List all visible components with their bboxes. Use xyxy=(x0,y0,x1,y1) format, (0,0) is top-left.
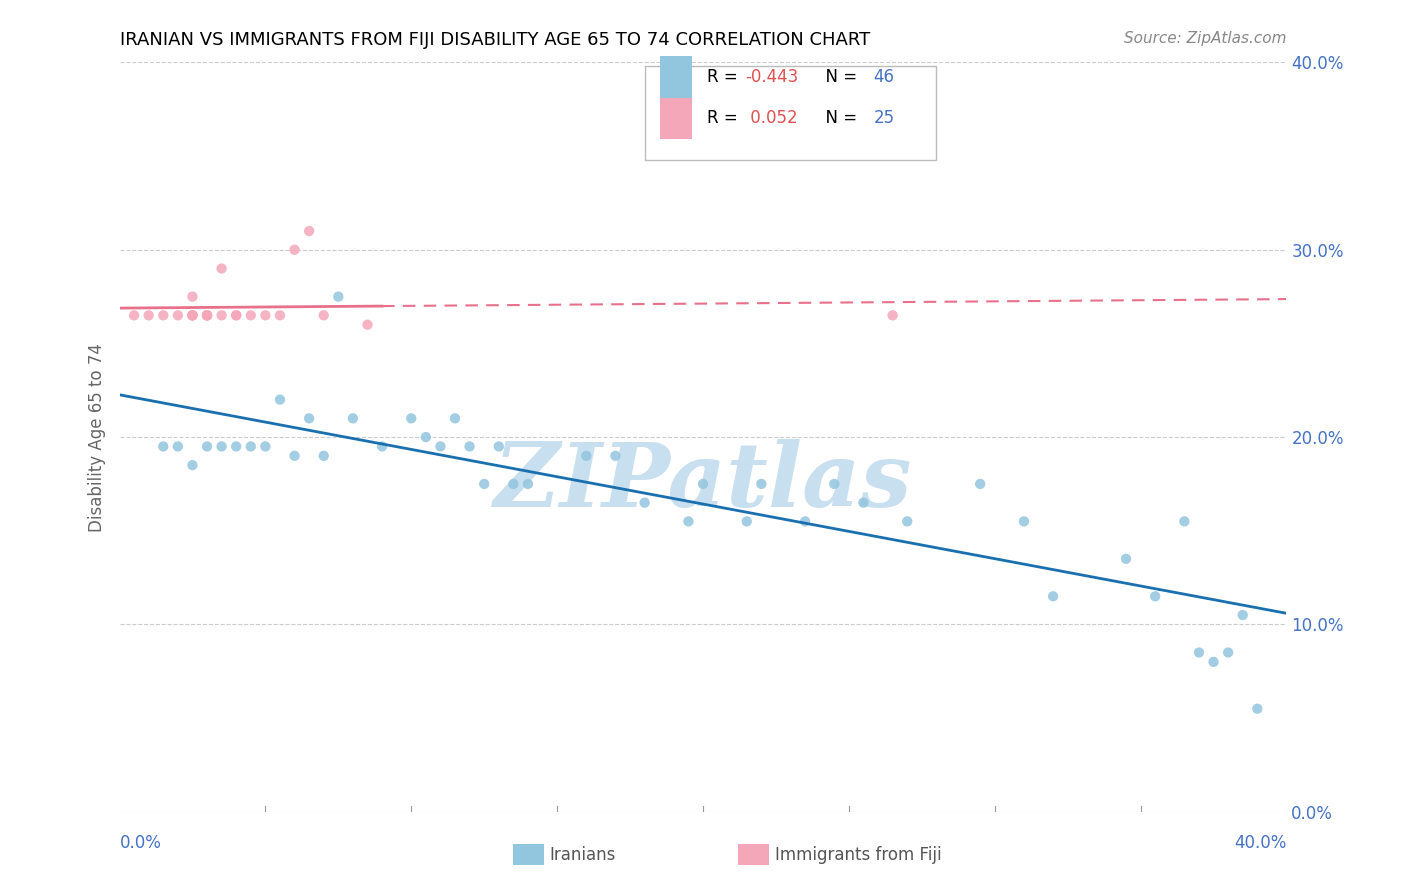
Text: 0.0%: 0.0% xyxy=(120,834,162,852)
Point xyxy=(254,308,277,322)
Point xyxy=(122,308,145,322)
Point xyxy=(225,440,247,453)
Point xyxy=(181,458,204,473)
Point xyxy=(181,289,204,303)
Point xyxy=(605,449,627,463)
Point xyxy=(488,440,510,453)
Point xyxy=(269,392,291,407)
Point xyxy=(211,261,233,276)
Point xyxy=(356,318,378,332)
Point xyxy=(283,243,307,257)
Point xyxy=(195,308,218,322)
Point xyxy=(415,430,437,444)
Point xyxy=(794,514,817,528)
Point xyxy=(1173,514,1195,528)
Point xyxy=(429,440,451,453)
Point xyxy=(211,308,233,322)
Point xyxy=(575,449,598,463)
Point xyxy=(181,308,204,322)
Point xyxy=(312,308,335,322)
Text: N =: N = xyxy=(815,68,862,86)
Point xyxy=(823,476,845,491)
Point xyxy=(692,476,714,491)
Text: R =: R = xyxy=(706,109,742,128)
Text: Source: ZipAtlas.com: Source: ZipAtlas.com xyxy=(1123,31,1286,46)
Point xyxy=(181,308,204,322)
Point xyxy=(678,514,700,528)
Text: 0.052: 0.052 xyxy=(745,109,797,128)
Point xyxy=(472,476,495,491)
Point xyxy=(458,440,481,453)
Point xyxy=(751,476,773,491)
Point xyxy=(138,308,160,322)
Point xyxy=(328,289,350,303)
Y-axis label: Disability Age 65 to 74: Disability Age 65 to 74 xyxy=(89,343,107,532)
Point xyxy=(254,440,277,453)
Point xyxy=(181,308,204,322)
Point xyxy=(371,440,394,453)
Point xyxy=(1188,646,1211,660)
Point xyxy=(283,449,307,463)
Text: -0.443: -0.443 xyxy=(745,68,799,86)
Point xyxy=(1246,701,1268,715)
FancyBboxPatch shape xyxy=(645,66,936,160)
Point xyxy=(342,411,364,425)
Point xyxy=(152,308,174,322)
Text: R =: R = xyxy=(706,68,742,86)
Point xyxy=(211,440,233,453)
Point xyxy=(181,308,204,322)
Point xyxy=(1042,590,1064,604)
Point xyxy=(195,440,218,453)
Point xyxy=(152,440,174,453)
Text: 25: 25 xyxy=(873,109,894,128)
Bar xyxy=(659,56,693,97)
Point xyxy=(195,308,218,322)
Point xyxy=(166,440,188,453)
Point xyxy=(298,411,321,425)
Point xyxy=(852,496,875,510)
Point xyxy=(195,308,218,322)
Point xyxy=(225,308,247,322)
Point xyxy=(969,476,991,491)
Point xyxy=(1115,551,1137,566)
Point xyxy=(502,476,524,491)
Point xyxy=(444,411,467,425)
Point xyxy=(1202,655,1225,669)
Text: 46: 46 xyxy=(873,68,894,86)
Point xyxy=(896,514,918,528)
Point xyxy=(401,411,423,425)
Point xyxy=(239,308,262,322)
Point xyxy=(239,440,262,453)
Text: IRANIAN VS IMMIGRANTS FROM FIJI DISABILITY AGE 65 TO 74 CORRELATION CHART: IRANIAN VS IMMIGRANTS FROM FIJI DISABILI… xyxy=(120,31,870,49)
Text: Immigrants from Fiji: Immigrants from Fiji xyxy=(775,846,942,863)
Point xyxy=(1216,646,1240,660)
Text: Iranians: Iranians xyxy=(550,846,616,863)
Text: 40.0%: 40.0% xyxy=(1234,834,1286,852)
Text: N =: N = xyxy=(815,109,862,128)
Point xyxy=(1232,608,1254,623)
Text: ZIPatlas: ZIPatlas xyxy=(495,439,911,525)
Point xyxy=(269,308,291,322)
Point xyxy=(312,449,335,463)
Point xyxy=(1144,590,1167,604)
Point xyxy=(517,476,540,491)
Point xyxy=(166,308,188,322)
Point xyxy=(225,308,247,322)
Point xyxy=(735,514,758,528)
Point xyxy=(195,308,218,322)
Point xyxy=(633,496,655,510)
Point xyxy=(298,224,321,238)
Bar xyxy=(659,97,693,139)
Point xyxy=(1012,514,1035,528)
Point xyxy=(882,308,904,322)
